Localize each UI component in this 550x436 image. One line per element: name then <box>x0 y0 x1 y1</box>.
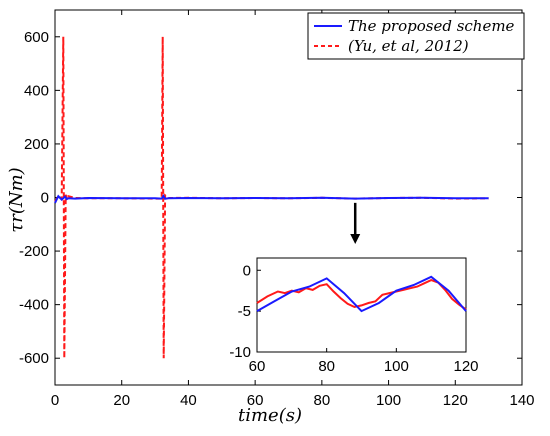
inset-plot: 60 80 100 120 0 -5 -10 <box>217 246 486 380</box>
inset-x-tick-label: 120 <box>453 358 478 375</box>
y-axis-label: τr(Nm) <box>6 167 27 232</box>
inset-line-proposed <box>256 275 467 313</box>
series-line-proposed <box>54 193 489 204</box>
x-tick-label: 60 <box>247 392 264 409</box>
inset-line-yu <box>256 279 467 311</box>
y-tick-label: -400 <box>19 297 49 314</box>
x-tick-label: 140 <box>509 392 534 409</box>
y-tick-label: 400 <box>24 82 49 99</box>
x-axis-label: time(s) <box>238 405 302 426</box>
x-tick-label: 40 <box>180 392 197 409</box>
legend-label-proposed: The proposed scheme <box>348 17 515 35</box>
legend-label-yu: (Yu, et al, 2012) <box>348 37 469 55</box>
inset-arrow-head <box>350 234 361 244</box>
y-tick-label: 200 <box>24 136 49 153</box>
inset-x-tick-label: 60 <box>249 358 266 375</box>
x-tick-label: 100 <box>376 392 401 409</box>
x-tick-label: 120 <box>443 392 468 409</box>
legend: The proposed scheme (Yu, et al, 2012) <box>307 12 525 60</box>
y-tick-label: -200 <box>19 243 49 260</box>
y-tick-label: -600 <box>19 350 49 367</box>
inset-y-tick-label: -10 <box>229 344 251 361</box>
inset-y-tick-label: 0 <box>243 262 251 279</box>
inset-x-tick-label: 100 <box>384 358 409 375</box>
legend-box <box>307 12 525 60</box>
y-tick-label: 600 <box>24 29 49 46</box>
inset-y-tick-label: -5 <box>238 303 251 320</box>
x-tick-label: 80 <box>314 392 331 409</box>
y-tick-label: 0 <box>41 190 49 207</box>
x-tick-label: 20 <box>113 392 130 409</box>
inset-x-tick-label: 80 <box>318 358 335 375</box>
x-tick-label: 0 <box>51 392 59 409</box>
